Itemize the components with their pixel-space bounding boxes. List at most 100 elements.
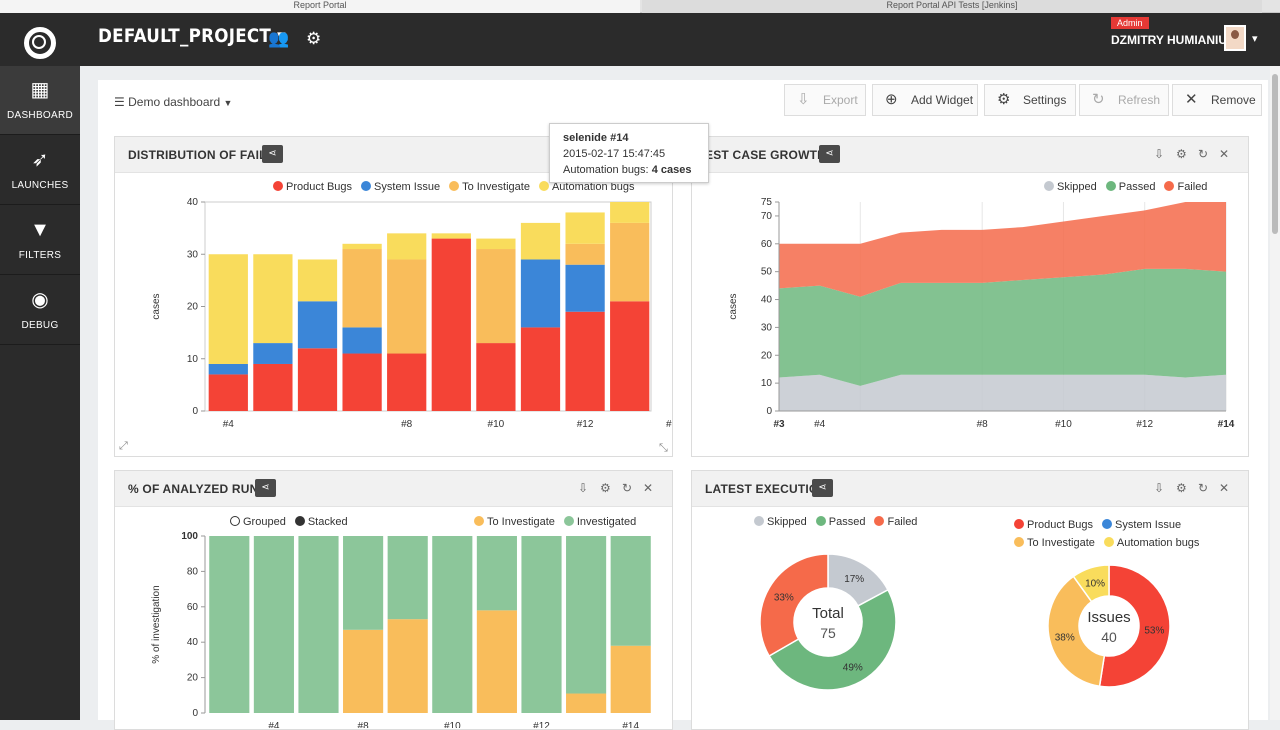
user-menu-chevron-icon[interactable]: ▾ — [1252, 33, 1258, 45]
user-name[interactable]: DZMITRY HUMIANIUK — [1111, 33, 1236, 47]
browser-tab-report-portal[interactable]: Report Portal — [0, 0, 640, 13]
bar-segment[interactable] — [208, 374, 248, 411]
legend-item[interactable]: Investigated — [563, 516, 636, 528]
sidebar-item-launches[interactable]: ➶ LAUNCHES — [0, 136, 80, 205]
resize-icon[interactable]: ⤢ — [119, 440, 128, 452]
close-icon[interactable]: ✕ — [1219, 147, 1230, 161]
bar-segment[interactable] — [253, 254, 293, 344]
bar-segment[interactable] — [253, 363, 293, 411]
bar-segment[interactable] — [342, 353, 382, 411]
remove-button[interactable]: ✕ Remove — [1172, 84, 1262, 116]
sidebar-item-debug[interactable]: ◉ DEBUG — [0, 276, 80, 345]
pie-slice[interactable] — [1098, 564, 1171, 688]
bar-segment[interactable] — [387, 536, 428, 620]
bar-segment[interactable] — [387, 619, 428, 713]
bar-segment[interactable] — [476, 536, 517, 611]
legend-item[interactable]: Failed — [874, 516, 917, 528]
bar-segment[interactable] — [209, 536, 250, 713]
resize-handle-icon[interactable]: ⤡ — [659, 442, 668, 454]
bar-segment[interactable] — [610, 645, 651, 713]
legend-item[interactable]: System Issue — [361, 181, 440, 193]
bar-segment[interactable] — [566, 693, 607, 713]
legend-item[interactable]: To Investigate — [474, 516, 555, 528]
project-selector[interactable]: DEFAULT_PROJECT ▾ — [98, 25, 286, 47]
bar-segment[interactable] — [298, 536, 339, 713]
pie-slice[interactable] — [759, 553, 829, 658]
bar-segment[interactable] — [253, 343, 293, 364]
area-skipped[interactable] — [779, 374, 1226, 411]
legend-item[interactable]: Passed — [1105, 181, 1155, 193]
settings-button[interactable]: ⚙ Settings — [984, 84, 1076, 116]
legend-item[interactable]: Stacked — [294, 516, 348, 528]
pie-slice[interactable] — [1047, 575, 1106, 688]
dashboard-selector[interactable]: ☰ Demo dashboard ▼ — [114, 95, 232, 109]
bar-segment[interactable] — [297, 348, 338, 411]
bar-segment[interactable] — [343, 536, 384, 630]
legend-item[interactable]: To Investigate — [1014, 534, 1095, 552]
bar-segment[interactable] — [610, 536, 651, 646]
bar-segment[interactable] — [387, 353, 427, 411]
pie-slice[interactable] — [768, 588, 897, 691]
legend-item[interactable]: Product Bugs — [273, 181, 352, 193]
add-widget-button[interactable]: ⊕ Add Widget — [872, 84, 978, 116]
sidebar-item-dashboard[interactable]: ▦ DASHBOARD — [0, 66, 80, 135]
bar-segment[interactable] — [520, 259, 561, 328]
export-button[interactable]: ⇩ Export — [784, 84, 866, 116]
legend-item[interactable]: Automation bugs — [538, 181, 635, 193]
legend-item[interactable]: Skipped — [754, 516, 807, 528]
legend-item[interactable]: System Issue — [1102, 516, 1181, 534]
bar-segment[interactable] — [387, 233, 427, 260]
bar-segment[interactable] — [476, 610, 517, 713]
bar-segment[interactable] — [297, 259, 338, 302]
gear-icon[interactable]: ⚙ — [1176, 147, 1187, 161]
bar-segment[interactable] — [431, 233, 471, 239]
pie-slice[interactable] — [1072, 564, 1110, 603]
gear-icon[interactable]: ⚙ — [600, 481, 611, 495]
users-icon[interactable]: 👥 — [268, 29, 290, 48]
refresh-button[interactable]: ↻ Refresh — [1079, 84, 1169, 116]
legend-item[interactable]: Automation bugs — [1103, 534, 1199, 552]
bar-segment[interactable] — [208, 254, 248, 364]
legend-item[interactable]: Product Bugs — [1014, 516, 1093, 534]
refresh-icon[interactable]: ↻ — [1198, 147, 1209, 161]
bar-segment[interactable] — [565, 311, 605, 411]
legend-item[interactable]: Grouped — [230, 516, 286, 528]
scrollbar-thumb[interactable] — [1272, 74, 1278, 234]
share-icon[interactable]: ⋖ — [812, 479, 833, 497]
bar-segment[interactable] — [297, 301, 338, 349]
area-failed[interactable] — [779, 202, 1226, 297]
share-icon[interactable]: ⋖ — [262, 145, 283, 163]
download-icon[interactable]: ⇩ — [1154, 481, 1165, 495]
chart-mode-toggle[interactable]: Grouped Stacked — [230, 516, 357, 528]
close-icon[interactable]: ✕ — [643, 481, 654, 495]
bar-segment[interactable] — [432, 536, 473, 713]
legend-item[interactable]: Skipped — [1044, 181, 1097, 193]
bar-segment[interactable] — [387, 259, 427, 354]
browser-tab-jenkins[interactable]: Report Portal API Tests [Jenkins] — [642, 0, 1262, 13]
bar-segment[interactable] — [520, 327, 561, 411]
share-icon[interactable]: ⋖ — [255, 479, 276, 497]
bar-segment[interactable] — [342, 327, 382, 354]
download-icon[interactable]: ⇩ — [578, 481, 589, 495]
legend-item[interactable]: Passed — [815, 516, 865, 528]
page-scrollbar[interactable] — [1270, 66, 1280, 720]
bar-segment[interactable] — [208, 363, 248, 375]
bar-segment[interactable] — [565, 264, 605, 312]
refresh-icon[interactable]: ↻ — [622, 481, 633, 495]
refresh-icon[interactable]: ↻ — [1198, 481, 1209, 495]
bar-segment[interactable] — [610, 222, 650, 302]
download-icon[interactable]: ⇩ — [1154, 147, 1165, 161]
bar-segment[interactable] — [565, 243, 605, 265]
gear-icon[interactable]: ⚙ — [1176, 481, 1187, 495]
bar-segment[interactable] — [566, 536, 607, 694]
bar-segment[interactable] — [521, 536, 562, 713]
bar-segment[interactable] — [476, 238, 516, 250]
bar-segment[interactable] — [610, 202, 650, 223]
bar-segment[interactable] — [565, 212, 605, 244]
area-passed[interactable] — [779, 268, 1226, 386]
share-icon[interactable]: ⋖ — [819, 145, 840, 163]
bar-segment[interactable] — [520, 222, 561, 260]
gear-icon[interactable]: ⚙ — [306, 29, 322, 48]
bar-segment[interactable] — [431, 238, 471, 411]
bar-segment[interactable] — [253, 536, 294, 713]
